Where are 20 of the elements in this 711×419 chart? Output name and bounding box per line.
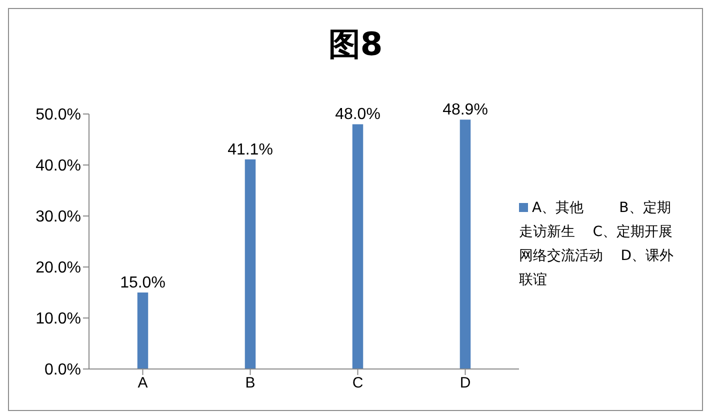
data-label: 15.0% [120,274,166,292]
x-tick-label: D [460,374,471,392]
y-tick-label: 0.0% [44,362,81,379]
chart-title: 图8 [327,24,384,65]
data-label: 48.0% [335,106,380,124]
y-tick-label: 20.0% [36,260,81,277]
y-tick-label: 40.0% [36,158,81,175]
data-label: 48.9% [442,102,488,119]
x-tick-label: A [138,374,148,392]
y-tick-label: 30.0% [36,208,81,226]
legend-label: A、其他 B、定期走访新生 C、定期开展网络交流活动 D、课外联谊 [519,199,675,290]
x-tick-label: B [245,374,256,392]
y-tick-label: 10.0% [36,310,81,328]
bar [352,124,364,369]
bar [460,120,471,369]
bar [137,292,148,369]
y-tick-label: 50.0% [36,106,81,124]
bar [244,159,256,369]
x-tick-label: C [352,374,364,392]
data-label: 41.1% [228,141,273,158]
